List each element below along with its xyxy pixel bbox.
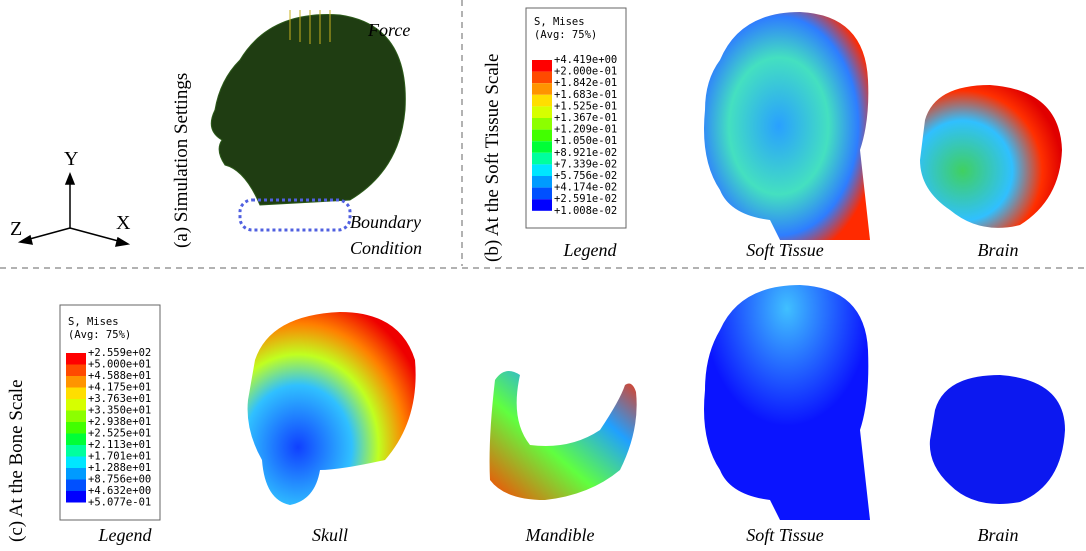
axis-label: X [116,212,131,234]
legend-swatch [66,445,86,457]
legend-label: +4.175e+01 [88,382,151,394]
axis-label: Z [10,218,22,240]
legend-label: +4.632e+00 [88,485,151,497]
legend-label: +2.559e+02 [88,347,151,359]
boundary-marker [240,200,350,230]
soft-tissue-image [704,12,870,240]
legend-swatch [66,376,86,388]
legend-swatch [532,118,552,130]
axis-triad [20,174,128,246]
legend-label: +2.113e+01 [88,439,151,451]
skull-image [248,312,416,505]
legend-swatch [532,188,552,200]
item-label: Brain [977,525,1018,545]
legend-swatch [66,399,86,411]
legend-swatch [532,130,552,142]
item-label: Legend [98,525,153,545]
legend-label: +2.525e+01 [88,428,151,440]
legend-swatch [532,106,552,118]
legend-swatch [532,60,552,72]
legend-swatch [532,95,552,107]
legend-label: +4.419e+00 [554,54,617,66]
legend-label: +7.339e-02 [554,158,617,170]
legend-label: +3.350e+01 [88,405,151,417]
legend-swatch [66,422,86,434]
legend-swatch [66,365,86,377]
legend-swatch [532,83,552,95]
legend-swatch [532,72,552,84]
item-label: Legend [563,240,618,260]
legend-swatch [66,411,86,423]
legend-label: +1.008e-02 [554,205,617,217]
legend-label: +5.000e+01 [88,359,151,371]
caption: (a) Simulation Settings [171,73,192,248]
item-label: Soft Tissue [746,240,824,260]
annotation: Boundary [350,212,421,232]
caption: (b) At the Soft Tissue Scale [482,54,503,262]
legend-swatch [66,491,86,503]
brain-image [930,375,1065,504]
item-label: Mandible [525,525,595,545]
legend-swatch [66,480,86,492]
legend-label: +8.921e-02 [554,147,617,159]
axis-label: Y [64,148,78,170]
legend-label: +1.288e+01 [88,462,151,474]
item-label: Brain [977,240,1018,260]
legend-label: +5.756e-02 [554,170,617,182]
legend-subtitle: (Avg: 75%) [68,329,131,341]
legend-swatch [66,353,86,365]
legend-title: S, Mises [534,16,585,28]
legend-subtitle: (Avg: 75%) [534,29,597,41]
legend-label: +4.174e-02 [554,182,617,194]
legend-label: +2.938e+01 [88,416,151,428]
legend-label: +1.367e-01 [554,112,617,124]
figure: Y X Z (a) Simulation Settings Force Boun… [0,0,1086,551]
legend-swatch [532,164,552,176]
legend-swatch [532,199,552,211]
legend-label: +1.050e-01 [554,135,617,147]
legend-label: +1.701e+01 [88,451,151,463]
item-label: Skull [312,525,348,545]
legend-swatch [532,153,552,165]
legend-swatch [532,141,552,153]
legend-label: +5.077e-01 [88,497,151,509]
legend-swatch [66,468,86,480]
legend-swatch [66,457,86,469]
legend-label: +8.756e+00 [88,474,151,486]
mandible-image [490,371,637,500]
legend-swatch [66,388,86,400]
legend-label: +2.591e-02 [554,193,617,205]
legend-label: +1.525e-01 [554,100,617,112]
legend-swatch [66,434,86,446]
legend-swatch [532,176,552,188]
brain-image [920,85,1062,228]
legend: S, Mises (Avg: 75%) +2.559e+02+5.000e+01… [60,305,160,520]
soft-tissue-image [704,285,870,520]
item-label: Soft Tissue [746,525,824,545]
legend-label: +3.763e+01 [88,393,151,405]
legend-label: +4.588e+01 [88,370,151,382]
legend-label: +1.842e-01 [554,77,617,89]
caption: (c) At the Bone Scale [6,379,27,542]
legend: S, Mises (Avg: 75%) +4.419e+00+2.000e-01… [526,8,626,228]
annotation: Force [367,20,410,40]
legend-label: +1.683e-01 [554,89,617,101]
annotation: Condition [350,238,422,258]
head-mesh [211,15,405,205]
legend-title: S, Mises [68,316,119,328]
legend-label: +1.209e-01 [554,124,617,136]
legend-label: +2.000e-01 [554,66,617,78]
